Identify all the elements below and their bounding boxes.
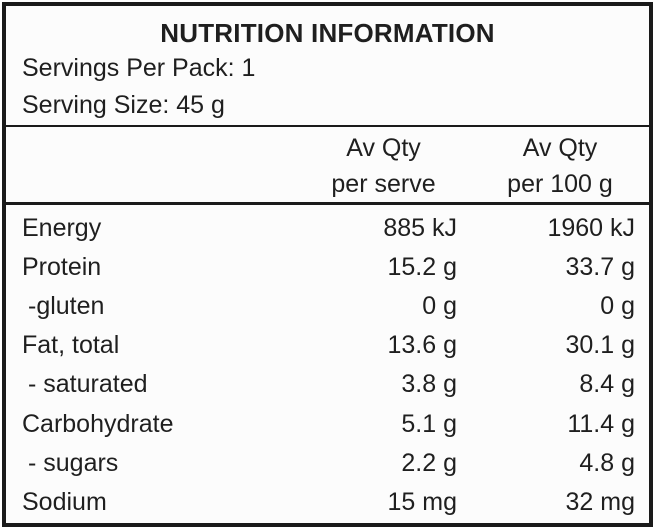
per-serve-value: 0 g: [422, 292, 457, 321]
nutrient-column-header: [6, 130, 296, 202]
per-serve-value: 13.6 g: [387, 331, 457, 360]
table-row-fat-total: Fat, total 13.6 g 30.1 g: [6, 326, 649, 365]
per-100g-value: 0 g: [600, 292, 635, 321]
nutrient-name: Fat, total: [22, 331, 120, 360]
nutrient-name: -gluten: [28, 292, 105, 321]
table-row-carbohydrate: Carbohydrate 5.1 g 11.4 g: [6, 404, 649, 443]
table-header-row: Av Qty per serve Av Qty per 100 g: [6, 127, 649, 205]
per-100g-header-line2: per 100 g: [507, 170, 613, 198]
per-100g-value: 1960 kJ: [547, 214, 635, 243]
label-top-section: NUTRITION INFORMATION Servings Per Pack:…: [6, 6, 649, 127]
per-serve-value: 5.1 g: [401, 409, 457, 438]
nutrient-name: Sodium: [22, 487, 107, 516]
per-100g-column-header: Av Qty per 100 g: [471, 130, 649, 202]
per-100g-value: 4.8 g: [579, 448, 635, 477]
table-row-energy: Energy 885 kJ 1960 kJ: [6, 209, 649, 248]
nutrient-name: - sugars: [28, 448, 119, 477]
per-100g-value: 8.4 g: [579, 370, 635, 399]
per-100g-value: 30.1 g: [565, 331, 635, 360]
nutrient-name: Carbohydrate: [22, 409, 174, 438]
per-100g-value: 11.4 g: [567, 409, 635, 438]
serving-size: Serving Size: 45 g: [22, 91, 225, 119]
servings-per-pack: Servings Per Pack: 1: [22, 54, 256, 82]
table-row-gluten: -gluten 0 g 0 g: [6, 287, 649, 326]
label-title: NUTRITION INFORMATION: [160, 18, 495, 48]
nutrient-name: Protein: [22, 253, 102, 282]
per-serve-value: 3.8 g: [401, 370, 457, 399]
nutrient-name: - saturated: [28, 370, 148, 399]
per-100g-header-line1: Av Qty: [522, 134, 598, 162]
table-row-protein: Protein 15.2 g 33.7 g: [6, 248, 649, 287]
per-serve-value: 2.2 g: [401, 448, 457, 477]
per-serve-header-line1: Av Qty: [346, 134, 421, 162]
per-serve-value: 15.2 g: [387, 253, 457, 282]
nutrition-table-body: Energy 885 kJ 1960 kJ Protein 15.2 g 33.…: [6, 205, 649, 522]
per-serve-column-header: Av Qty per serve: [296, 130, 471, 202]
per-serve-value: 885 kJ: [383, 214, 457, 243]
table-row-sugars: - sugars 2.2 g 4.8 g: [6, 444, 649, 483]
table-row-sodium: Sodium 15 mg 32 mg: [6, 483, 649, 522]
nutrient-name: Energy: [22, 214, 102, 243]
table-row-saturated: - saturated 3.8 g 8.4 g: [6, 365, 649, 404]
per-100g-value: 32 mg: [565, 487, 635, 516]
per-serve-header-line2: per serve: [331, 170, 436, 198]
per-serve-value: 15 mg: [387, 487, 457, 516]
per-100g-value: 33.7 g: [565, 253, 635, 282]
